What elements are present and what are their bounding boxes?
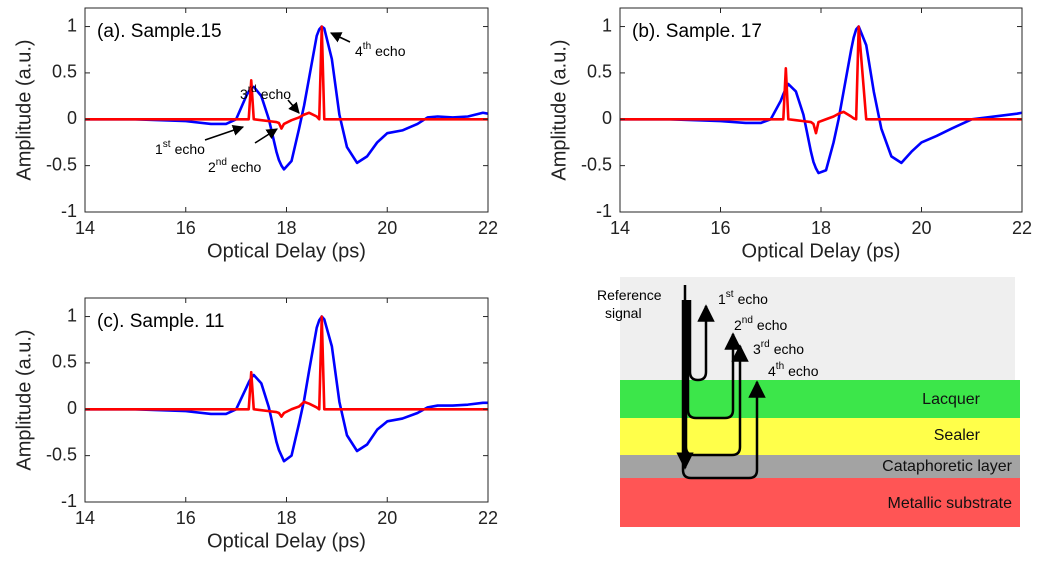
y-tick-label: -1 [61, 491, 77, 511]
echo-number: 2 [208, 159, 216, 175]
echo-superscript: rd [761, 339, 770, 350]
plot-area [620, 8, 1022, 212]
x-tick-label: 14 [75, 218, 95, 238]
echo-superscript: th [776, 361, 784, 372]
echo-label: 3rd echo [753, 339, 804, 357]
echo-label: 1st echo [718, 289, 768, 307]
echo-text: echo [231, 159, 262, 175]
y-axis-label: Amplitude (a.u.) [548, 39, 570, 180]
y-tick-label: 0.5 [587, 62, 612, 82]
echo-text: echo [261, 86, 292, 102]
y-tick-label: -0.5 [581, 154, 612, 174]
plot-area [85, 8, 488, 212]
echo-label: 4th echo [768, 361, 819, 379]
x-axis-label: Optical Delay (ps) [207, 530, 366, 552]
y-tick-label: -0.5 [46, 154, 77, 174]
echo-path [681, 300, 766, 480]
series-line [85, 25, 488, 130]
x-tick-label: 18 [811, 218, 831, 238]
reference-line: signal [605, 305, 642, 321]
panel-title: (c). Sample. 11 [97, 311, 224, 332]
y-tick-label: -1 [61, 201, 77, 221]
y-axis-label: Amplitude (a.u.) [13, 329, 35, 470]
panel-title: (a). Sample.15 [97, 21, 222, 42]
echo-superscript: nd [216, 157, 227, 168]
layer-label: Metallic substrate [888, 495, 1013, 512]
y-axis-label: Amplitude (a.u.) [13, 39, 35, 180]
echo-label: 1st echo [155, 139, 205, 157]
x-tick-label: 18 [276, 218, 296, 238]
layer-label: Sealer [934, 427, 981, 444]
echo-number: 1 [718, 291, 726, 307]
cataphoretic-layer [620, 455, 1020, 478]
x-tick-label: 22 [478, 218, 498, 238]
echo-text: echo [788, 363, 819, 379]
substrate-layer [620, 478, 1020, 527]
echo-text: echo [774, 341, 805, 357]
annotation-arrow [204, 124, 245, 141]
x-tick-label: 22 [1012, 218, 1032, 238]
echo-label: 3rd echo [240, 84, 291, 102]
y-tick-label: 1 [67, 15, 77, 35]
x-axis-label: Optical Delay (ps) [742, 240, 901, 262]
x-tick-label: 20 [911, 218, 931, 238]
y-tick-label: 0 [602, 108, 612, 128]
y-tick-label: -1 [596, 201, 612, 221]
series-line [85, 315, 488, 463]
echo-superscript: th [363, 41, 371, 52]
echo-number: 4 [768, 363, 776, 379]
echo-number: 1 [155, 141, 163, 157]
echo-superscript: st [163, 139, 171, 150]
y-tick-label: 1 [67, 305, 77, 325]
echo-path [688, 300, 715, 382]
echo-label: 2nd echo [208, 157, 261, 175]
echo-superscript: rd [248, 84, 257, 95]
x-tick-label: 22 [478, 508, 498, 528]
series-line [620, 25, 1022, 135]
x-tick-label: 14 [75, 508, 95, 528]
layer-label: Cataphoretic layer [882, 458, 1013, 475]
annotation-arrow [254, 128, 278, 144]
echo-paths [676, 285, 766, 480]
plot-area [85, 298, 488, 502]
y-tick-label: 0.5 [52, 352, 77, 372]
echo-number: 4 [355, 43, 363, 59]
x-tick-label: 16 [176, 218, 196, 238]
x-tick-label: 16 [176, 508, 196, 528]
echo-text: echo [375, 43, 406, 59]
x-tick-label: 18 [276, 508, 296, 528]
echo-label: 2nd echo [734, 315, 787, 333]
echo-label: 4th echo [355, 41, 406, 59]
y-tick-label: -0.5 [46, 444, 77, 464]
echo-text: echo [757, 317, 788, 333]
diagram [620, 277, 1020, 527]
x-axis-label: Optical Delay (ps) [207, 240, 366, 262]
echo-path [684, 300, 749, 457]
reference-line: Reference [597, 287, 662, 303]
y-tick-label: 1 [602, 15, 612, 35]
echo-text: echo [738, 291, 769, 307]
y-tick-label: 0 [67, 108, 77, 128]
echo-number: 3 [240, 86, 248, 102]
echo-number: 3 [753, 341, 761, 357]
y-tick-label: 0 [67, 398, 77, 418]
panel-title: (b). Sample. 17 [632, 21, 762, 42]
annotation-arrow [329, 32, 351, 43]
y-tick-label: 0.5 [52, 62, 77, 82]
x-tick-label: 20 [377, 218, 397, 238]
series-line [85, 315, 488, 418]
layer-label: Lacquer [922, 391, 980, 408]
echo-superscript: nd [742, 315, 753, 326]
echo-path [686, 300, 742, 420]
annotation-arrow [287, 99, 300, 114]
x-tick-label: 14 [610, 218, 630, 238]
series-line [85, 25, 489, 171]
reference-label: Reference signal [597, 287, 662, 321]
echo-superscript: st [726, 289, 734, 300]
echo-text: echo [175, 141, 206, 157]
x-tick-label: 16 [710, 218, 730, 238]
x-tick-label: 20 [377, 508, 397, 528]
echo-number: 2 [734, 317, 742, 333]
